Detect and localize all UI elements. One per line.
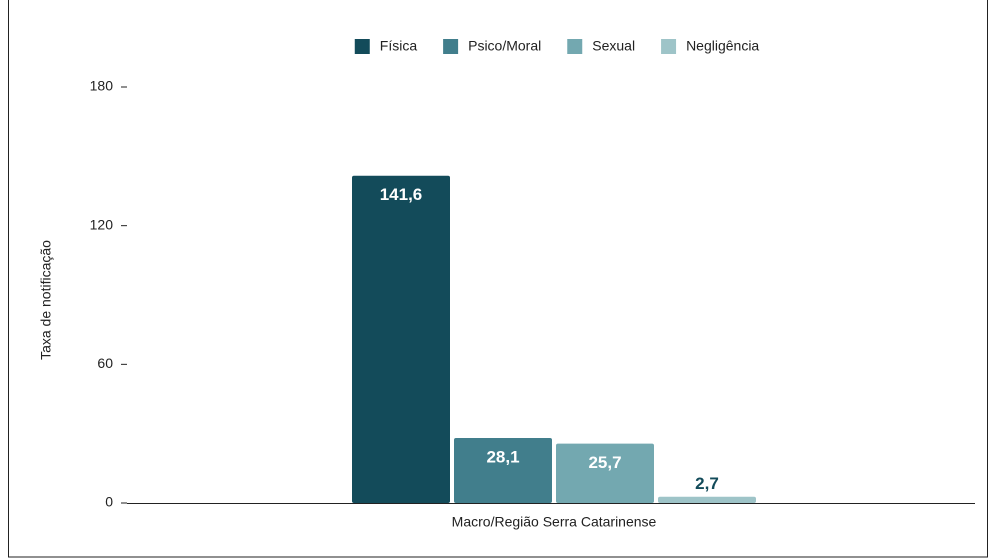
value-label: 25,7 [588, 453, 621, 472]
y-tick-label: 0 [105, 494, 113, 510]
legend-label: Psico/Moral [468, 38, 541, 54]
bar [352, 175, 450, 503]
value-label: 28,1 [486, 448, 519, 467]
legend-swatch [661, 39, 677, 54]
y-tick-label: 120 [90, 216, 114, 232]
y-tick-label: 180 [90, 78, 114, 94]
legend-swatch [443, 39, 459, 54]
y-axis-title: Taxa de notificação [38, 240, 54, 360]
chart-border [8, 0, 988, 558]
bar [658, 496, 756, 503]
y-tick-label: 60 [97, 355, 113, 371]
x-tick-label: Macro/Região Serra Catarinense [452, 514, 657, 530]
bar [556, 443, 654, 503]
legend-label: Sexual [592, 38, 635, 54]
legend-swatch [567, 39, 583, 54]
legend-label: Física [380, 38, 418, 54]
legend-label: Negligência [686, 38, 759, 54]
value-label: 141,6 [380, 185, 423, 204]
value-label: 2,7 [695, 474, 719, 493]
legend-swatch [354, 39, 370, 54]
bar [454, 438, 552, 503]
